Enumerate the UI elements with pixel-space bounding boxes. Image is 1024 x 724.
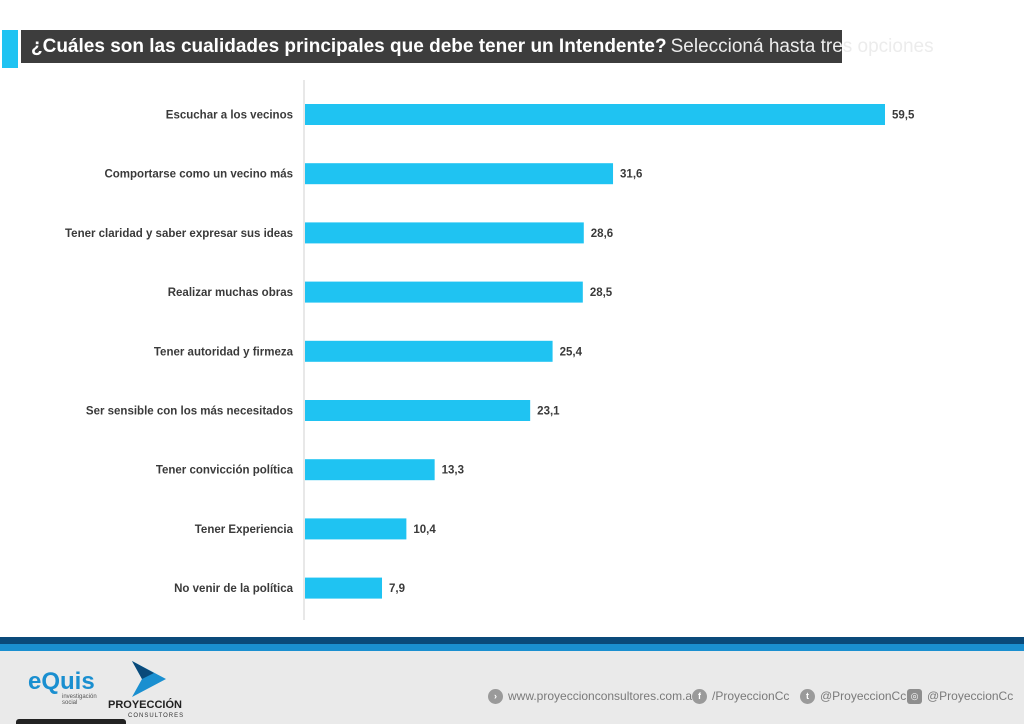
bar-2 <box>305 222 584 244</box>
equis-tagline: investigación social <box>62 694 97 706</box>
bar-3 <box>305 281 583 303</box>
value-label-8: 7,9 <box>389 583 405 595</box>
bar-7 <box>305 518 407 540</box>
equis-logo-text: eQuis <box>28 668 95 695</box>
chart-title-bar: ¿Cuáles son las cualidades principales q… <box>21 30 934 63</box>
category-label-0: Escuchar a los vecinos <box>166 110 293 122</box>
chart-question: ¿Cuáles son las cualidades principales q… <box>31 36 667 57</box>
title-accent-bar <box>2 30 18 68</box>
category-label-1: Comportarse como un vecino más <box>104 169 293 181</box>
category-label-7: Tener Experiencia <box>195 524 294 536</box>
bar-chart: Escuchar a los vecinos 59,5 Comportarse co… <box>65 80 915 620</box>
facebook-link[interactable]: f /ProyeccionCc <box>692 687 789 705</box>
instagram-text: @ProyeccionCc <box>927 689 1014 703</box>
proyeccion-logo-icon <box>132 661 166 697</box>
value-label-3: 28,5 <box>590 287 613 299</box>
bar-1 <box>305 163 614 185</box>
category-label-4: Tener autoridad y firmeza <box>154 346 294 358</box>
chart-instruction: Seleccioná hasta tres opciones <box>670 36 934 57</box>
category-label-3: Realizar muchas obras <box>168 287 293 299</box>
website-link[interactable]: › www.proyeccionconsultores.com.ar <box>488 687 696 705</box>
bar-5 <box>305 400 531 421</box>
instagram-link[interactable]: ◎ @ProyeccionCc <box>907 687 1013 705</box>
value-label-5: 23,1 <box>537 406 560 418</box>
value-label-7: 10,4 <box>413 524 436 536</box>
bar-6 <box>305 459 435 481</box>
category-label-8: No venir de la política <box>174 583 293 595</box>
category-label-5: Ser sensible con los más necesitados <box>86 406 293 418</box>
twitter-icon: t <box>800 688 815 704</box>
bar-4 <box>305 340 553 362</box>
proyeccion-logo-sub: CONSULTORES <box>128 713 185 719</box>
value-label-1: 31,6 <box>620 169 642 181</box>
bottom-left-tab <box>16 719 126 724</box>
twitter-link[interactable]: t @ProyeccionCc <box>800 687 906 705</box>
proyeccion-logo-name: PROYECCIÓN <box>108 699 182 711</box>
bar-0 <box>305 104 885 125</box>
footer: eQuis investigación social PROYECCIÓN CO… <box>0 651 1024 724</box>
proyeccion-logo: PROYECCIÓN CONSULTORES <box>108 659 188 719</box>
facebook-text: /ProyeccionCc <box>712 689 790 703</box>
category-label-6: Tener convicción política <box>156 465 294 477</box>
equis-logo: eQuis investigación social <box>28 669 108 709</box>
facebook-icon: f <box>692 688 707 704</box>
website-text: www.proyeccionconsultores.com.ar <box>508 689 697 703</box>
twitter-text: @ProyeccionCc <box>820 689 907 703</box>
bar-8 <box>305 577 383 599</box>
value-label-6: 13,3 <box>442 465 464 477</box>
footer-stripe-dark <box>0 637 1024 644</box>
arrow-right-icon: › <box>488 688 503 704</box>
bars-layer: Escuchar a los vecinos 59,5 Comportarse co… <box>65 80 915 620</box>
value-label-2: 28,6 <box>591 228 613 240</box>
value-label-4: 25,4 <box>560 346 583 358</box>
instagram-icon: ◎ <box>907 688 922 704</box>
value-label-0: 59,5 <box>892 110 915 122</box>
category-label-2: Tener claridad y saber expresar sus idea… <box>65 228 293 240</box>
footer-stripe-light <box>0 644 1024 651</box>
